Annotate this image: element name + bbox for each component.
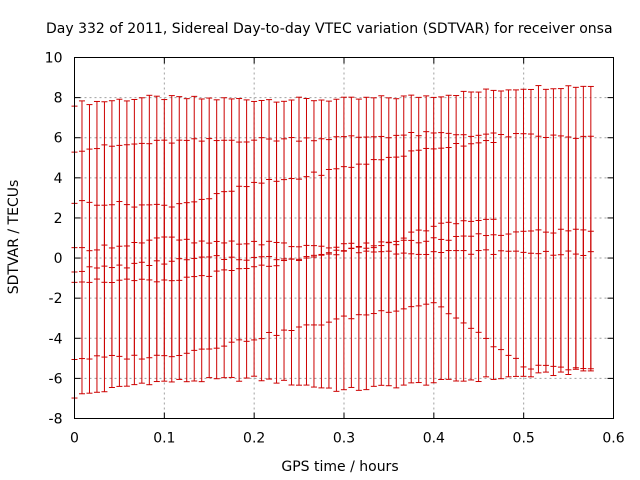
y-tick-label: 8 <box>54 91 63 107</box>
x-axis-label: GPS time / hours <box>281 459 398 475</box>
y-tick-label: -2 <box>49 291 63 307</box>
y-tick-labels: -8 -6 -4 -2 0 2 4 6 8 10 <box>45 51 63 428</box>
chart-title: Day 332 of 2011, Sidereal Day-to-day VTE… <box>46 21 613 37</box>
y-tick-label: -6 <box>49 371 63 387</box>
x-tick-label: 0 <box>70 431 79 447</box>
x-tick-label: 0.1 <box>153 431 175 447</box>
x-tick-labels: 0 0.1 0.2 0.3 0.4 0.5 0.6 <box>70 431 625 447</box>
y-tick-label: 2 <box>54 211 63 227</box>
y-axis-label: SDTVAR / TECUs <box>6 180 22 295</box>
x-tick-label: 0.4 <box>423 431 445 447</box>
y-tick-label: -8 <box>49 412 63 428</box>
x-tick-label: 0.3 <box>333 431 355 447</box>
y-tick-label: -4 <box>49 331 63 347</box>
x-tick-label: 0.2 <box>243 431 265 447</box>
error-bars <box>71 85 594 399</box>
y-tick-label: 10 <box>45 51 63 67</box>
axis-ticks <box>74 57 614 419</box>
y-tick-label: 6 <box>54 131 63 147</box>
x-tick-label: 0.5 <box>513 431 535 447</box>
y-tick-label: 4 <box>54 171 63 187</box>
x-tick-label: 0.6 <box>602 431 624 447</box>
y-tick-label: 0 <box>54 251 63 267</box>
